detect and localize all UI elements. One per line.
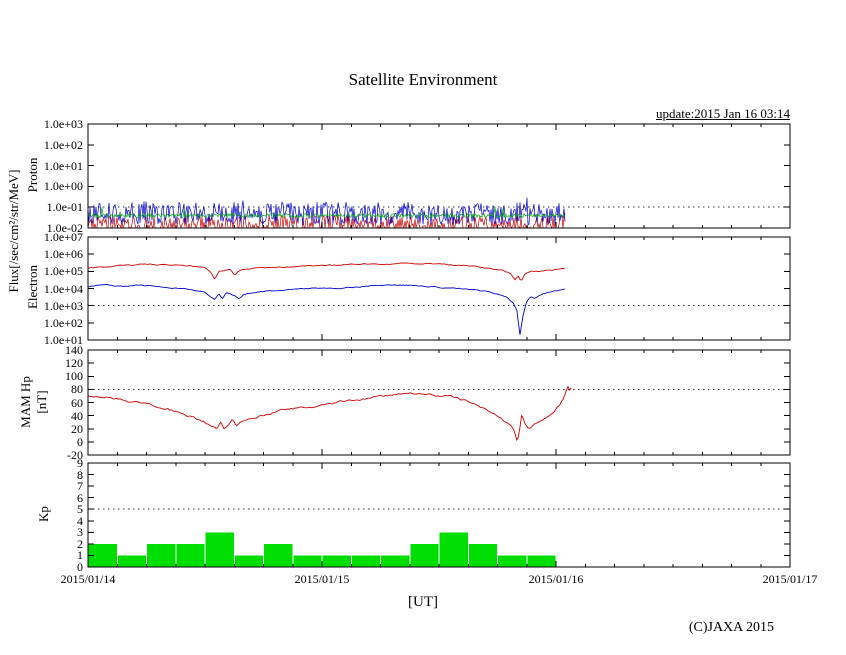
electron-y-tick-label: 1.0e+03 <box>43 298 83 313</box>
kp-bar <box>468 543 497 567</box>
kp-bar <box>351 555 380 567</box>
kp-y-tick-label: 4 <box>77 513 83 528</box>
kp-bar <box>88 543 117 567</box>
mam-hp-y-tick-label: 0 <box>77 434 83 449</box>
proton-y-tick-label: 1.0e-02 <box>46 221 83 235</box>
proton-blue-trace <box>88 197 566 226</box>
kp-bar <box>205 532 234 567</box>
kp-y-tick-label: 6 <box>77 490 83 505</box>
kp-y-tick-label: 2 <box>77 536 83 551</box>
electron-y-tick-label: 1.0e+05 <box>43 264 83 279</box>
kp-bar <box>176 543 205 567</box>
x-tick-label: 2015/01/14 <box>60 572 116 586</box>
electron-blue-trace <box>88 284 565 335</box>
mam-hp-y-tick-label: 80 <box>71 382 83 397</box>
kp-bar <box>439 532 468 567</box>
mam-hp-y-tick-label: 140 <box>65 343 83 357</box>
hp-red-trace <box>88 385 572 442</box>
kp-bar <box>322 555 351 567</box>
electron-y-tick-label: 1.0e+04 <box>43 281 83 296</box>
kp-bar <box>234 555 263 567</box>
mam-hp-y-tick-label: -20 <box>67 448 83 462</box>
kp-bar <box>410 543 439 567</box>
kp-y-tick-label: 9 <box>77 456 83 470</box>
kp-y-tick-label: 7 <box>77 479 83 494</box>
proton-y-tick-label: 1.0e+03 <box>43 117 83 131</box>
mam-hp-y-tick-label: 40 <box>71 408 83 423</box>
x-axis-unit-label: [UT] <box>408 594 438 610</box>
kp-y-tick-label: 1 <box>77 548 83 563</box>
copyright-label: (C)JAXA 2015 <box>688 620 774 635</box>
proton-y-tick-label: 1.0e+02 <box>43 137 83 152</box>
kp-bar <box>147 543 176 567</box>
electron-y-tick-label: 1.0e+07 <box>43 230 83 244</box>
proton-y-tick-label: 1.0e+00 <box>43 179 83 194</box>
x-tick-label: 2015/01/16 <box>528 572 584 586</box>
x-tick-label: 2015/01/17 <box>762 572 818 586</box>
kp-bar <box>117 555 146 567</box>
mam-hp-y-tick-label: 100 <box>65 369 83 384</box>
kp-y-tick-label: 8 <box>77 467 83 482</box>
kp-y-tick-label: 0 <box>77 560 83 574</box>
mam-hp-y-tick-label: 60 <box>71 395 83 410</box>
electron-y-tick-label: 1.0e+06 <box>43 247 83 262</box>
proton-y-tick-label: 1.0e+01 <box>43 158 83 173</box>
proton-red-trace <box>88 213 566 228</box>
electron-y-tick-label: 1.0e+02 <box>43 315 83 330</box>
kp-y-tick-label: 5 <box>77 502 83 517</box>
kp-bar <box>381 555 410 567</box>
kp-bar <box>293 555 322 567</box>
mam-hp-panel-border <box>87 349 791 456</box>
update-timestamp: update:2015 Jan 16 03:14 <box>656 106 790 121</box>
kp-bar <box>527 555 556 567</box>
mam-hp-y-tick-label: 20 <box>71 421 83 436</box>
proton-green-trace <box>88 206 566 219</box>
x-tick-label: 2015/01/15 <box>294 572 350 586</box>
mam-hp-y-tick-label: 120 <box>65 356 83 371</box>
proton-y-tick-label: 1.0e-01 <box>46 200 83 215</box>
electron-y-tick-label: 1.0e+01 <box>43 333 83 347</box>
kp-y-tick-label: 3 <box>77 525 83 540</box>
chart-title: Satellite Environment <box>348 70 498 89</box>
electron-red-trace <box>88 262 565 281</box>
kp-bar <box>264 543 293 567</box>
electron-panel-border <box>87 236 791 341</box>
kp-bar <box>498 555 527 567</box>
